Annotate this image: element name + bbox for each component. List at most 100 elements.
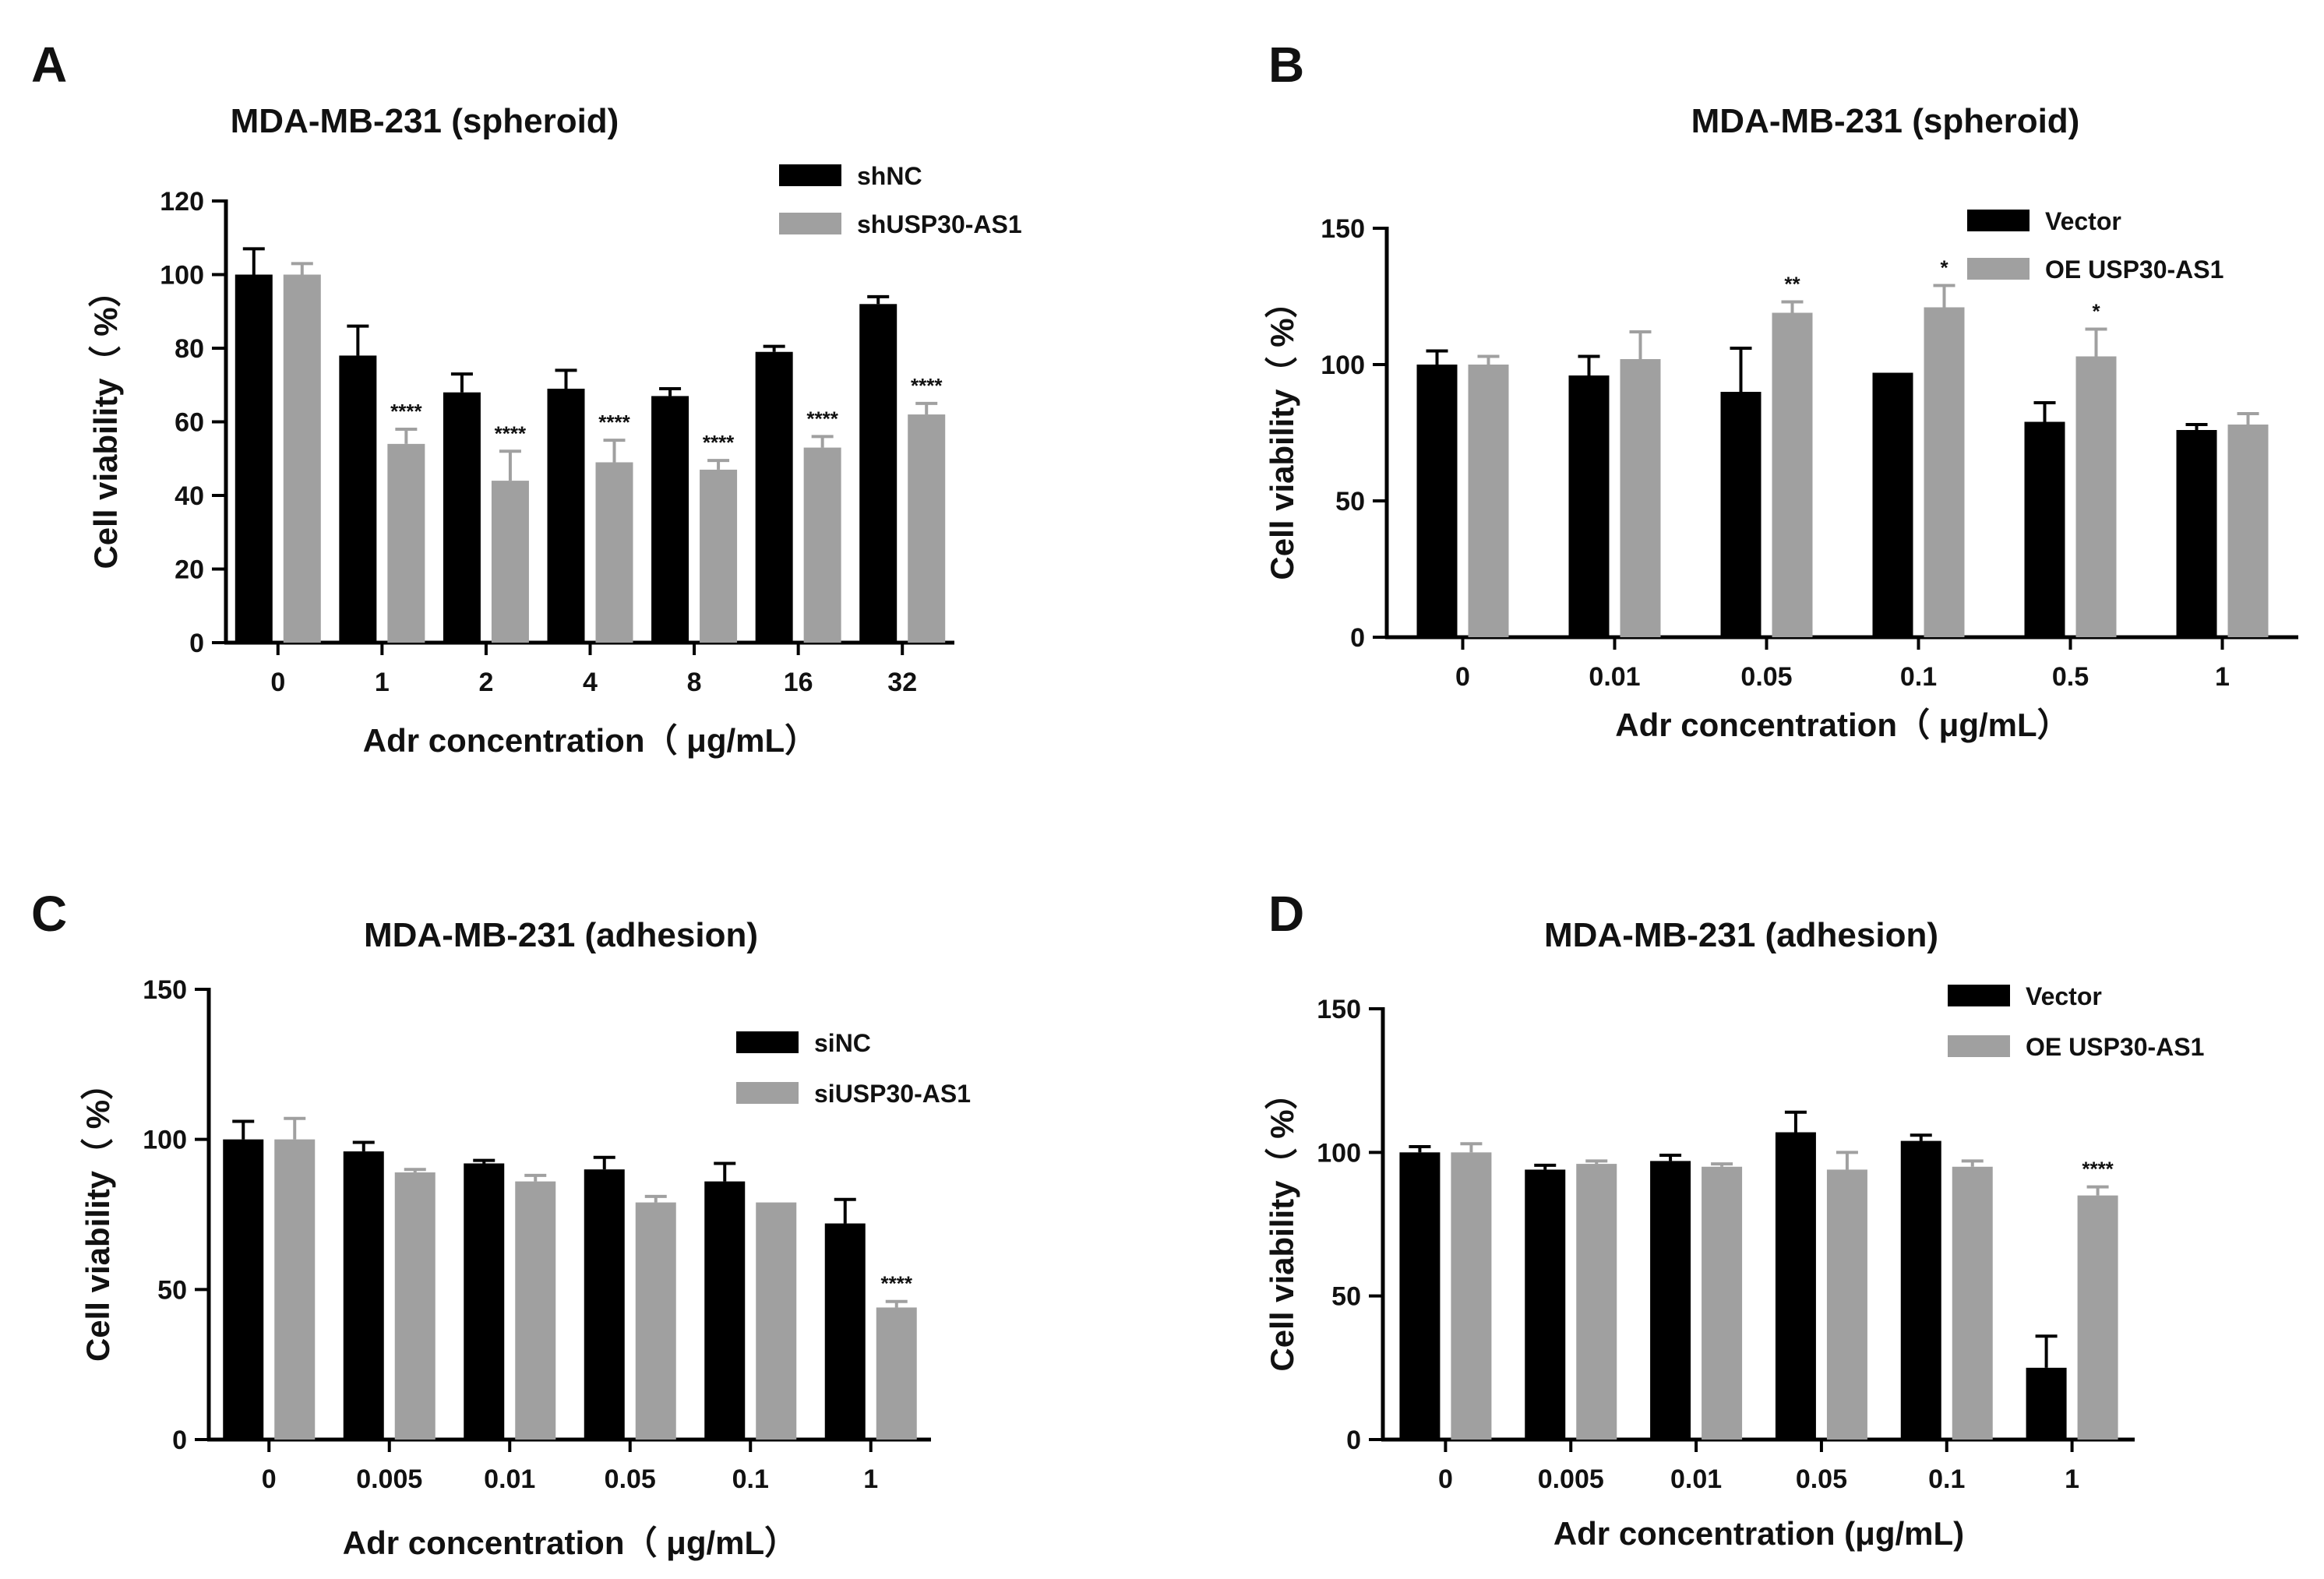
bar-oe-usp30-as1-0.05 [1826, 1169, 1867, 1440]
bar-oe-usp30-as1-0.01 [1620, 359, 1661, 637]
y-tick-label: 150 [143, 975, 187, 1005]
y-axis-label: Cell viability（ %） [1264, 285, 1300, 580]
legend-label: siNC [814, 1029, 871, 1057]
y-tick-label: 150 [1321, 214, 1365, 244]
bar-shusp30-as1-1 [387, 443, 425, 643]
panel-C: C MDA-MB-231 (adhesion) 0 50 100 150 Cell viab… [31, 886, 971, 1561]
y-tick-label: 100 [1321, 351, 1365, 380]
bar-shnc-8 [651, 396, 689, 643]
legend-swatch [1948, 1035, 2010, 1057]
x-tick-label: 4 [583, 668, 598, 697]
legend-swatch [736, 1031, 799, 1053]
y-tick-label: 0 [172, 1426, 187, 1455]
significance-label: **** [2082, 1158, 2114, 1181]
significance-label: **** [881, 1272, 913, 1295]
x-tick-label: 0.01 [1670, 1464, 1722, 1494]
bar-vector-0.01 [1568, 375, 1610, 637]
bar-shnc-4 [547, 388, 585, 643]
y-tick-label: 60 [175, 408, 204, 438]
bar-shusp30-as1-16 [803, 447, 841, 643]
bar-siusp30-as1-0.01 [515, 1181, 556, 1440]
y-tick-label: 0 [1350, 623, 1365, 653]
legend-swatch [1967, 258, 2030, 280]
x-tick-label: 1 [2215, 662, 2230, 692]
y-tick-label: 150 [1317, 995, 1361, 1024]
x-axis-label: Adr concentration (μg/mL) [1553, 1515, 1964, 1552]
significance-label: **** [806, 407, 838, 430]
bar-siusp30-as1-0.1 [756, 1202, 797, 1440]
chart-title: MDA-MB-231 (adhesion) [1544, 916, 1938, 954]
significance-label: ** [1784, 273, 1800, 296]
x-tick-label: 1 [863, 1464, 878, 1494]
x-tick-label: 0.005 [356, 1464, 422, 1494]
bar-shnc-0 [235, 274, 273, 643]
bar-shusp30-as1-8 [700, 469, 738, 643]
bar-vector-0 [1399, 1152, 1441, 1440]
bar-shnc-1 [339, 355, 377, 643]
y-tick-label: 50 [1335, 487, 1365, 516]
y-tick-label: 100 [143, 1126, 187, 1155]
x-tick-label: 2 [478, 668, 493, 697]
significance-label: **** [390, 400, 422, 423]
y-axis-label: Cell viability（ %） [87, 274, 124, 569]
bar-oe-usp30-as1-0.01 [1702, 1166, 1743, 1440]
chart-title: MDA-MB-231 (adhesion) [364, 916, 758, 954]
legend-label: OE USP30-AS1 [2026, 1033, 2204, 1061]
significance-label: * [1940, 256, 1948, 280]
chart-title: MDA-MB-231 (spheroid) [1691, 102, 2080, 140]
x-tick-label: 0.05 [1796, 1464, 1847, 1494]
bar-vector-0.1 [1872, 372, 1913, 637]
x-tick-label: 0 [270, 668, 285, 697]
bar-vector-0 [1416, 365, 1458, 637]
y-axis-label: Cell viability（ %） [79, 1067, 116, 1362]
bar-sinc-0.005 [343, 1151, 384, 1440]
significance-label: * [2092, 300, 2100, 323]
bar-shusp30-as1-2 [491, 481, 529, 643]
bar-sinc-0.01 [464, 1163, 505, 1440]
bar-oe-usp30-as1-1 [2077, 1195, 2118, 1440]
bar-shnc-16 [755, 351, 793, 643]
bar-vector-0.05 [1775, 1132, 1816, 1440]
x-tick-label: 0.05 [605, 1464, 656, 1494]
y-tick-label: 100 [160, 261, 204, 291]
significance-label: **** [911, 374, 943, 397]
y-tick-label: 40 [175, 481, 204, 511]
panel-letter: B [1268, 37, 1304, 93]
x-tick-label: 1 [375, 668, 390, 697]
x-axis-label: Adr concentration（ μg/mL） [363, 722, 817, 759]
y-tick-label: 50 [157, 1275, 187, 1305]
bar-vector-0.005 [1525, 1169, 1566, 1440]
bar-vector-0.1 [1900, 1140, 1941, 1440]
x-tick-label: 1 [2065, 1464, 2079, 1494]
bar-oe-usp30-as1-0.5 [2075, 356, 2117, 637]
panel-letter: C [31, 886, 67, 942]
bar-sinc-0 [223, 1139, 264, 1440]
x-tick-label: 0.05 [1740, 662, 1792, 692]
legend-swatch [736, 1082, 799, 1104]
significance-label: **** [703, 431, 735, 454]
bar-oe-usp30-as1-0.05 [1772, 312, 1813, 637]
bar-siusp30-as1-1 [876, 1307, 917, 1440]
bar-vector-0.5 [2024, 421, 2065, 637]
y-tick-label: 100 [1317, 1138, 1361, 1168]
panel-B: B MDA-MB-231 (spheroid) 0 50 100 150 Cell viab… [1264, 37, 2298, 743]
x-tick-label: 8 [687, 668, 702, 697]
significance-label: **** [495, 421, 527, 445]
legend-swatch [779, 213, 841, 234]
bar-shnc-2 [443, 392, 481, 643]
bar-shnc-32 [859, 304, 898, 643]
bar-oe-usp30-as1-0.005 [1576, 1164, 1617, 1440]
legend-swatch [1948, 985, 2010, 1006]
y-tick-label: 0 [189, 629, 204, 658]
bar-shusp30-as1-4 [595, 462, 633, 643]
legend-label: siUSP30-AS1 [814, 1080, 971, 1108]
x-tick-label: 0.005 [1538, 1464, 1604, 1494]
legend-label: Vector [2026, 982, 2102, 1010]
legend-swatch [1967, 210, 2030, 231]
legend-label: Vector [2045, 207, 2121, 235]
x-tick-label: 0.01 [484, 1464, 535, 1494]
legend-label: shNC [857, 162, 922, 190]
x-tick-label: 0.1 [1928, 1464, 1965, 1494]
